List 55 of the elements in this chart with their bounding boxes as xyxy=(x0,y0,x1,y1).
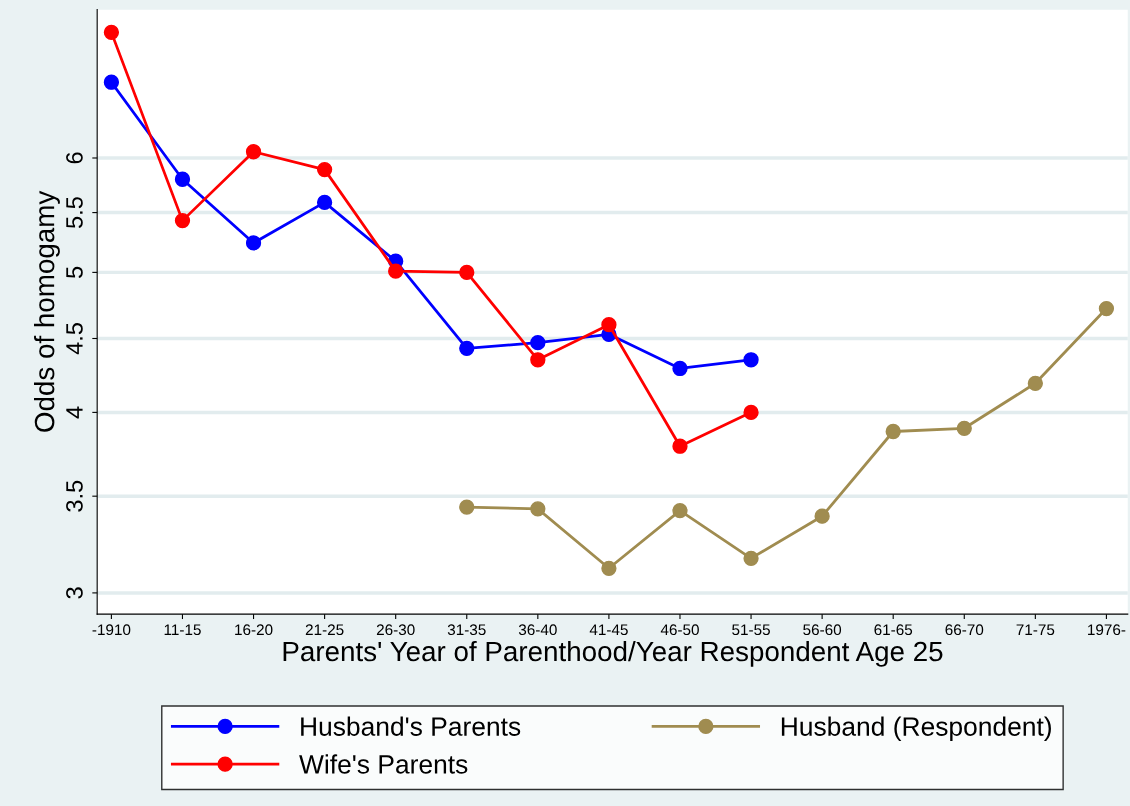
y-tick-label: 3 xyxy=(66,587,83,599)
y-tick-label: 3.5 xyxy=(66,480,83,512)
y-tick-label: 4.5 xyxy=(66,323,83,355)
y-tick-label: 4 xyxy=(66,406,83,419)
x-tick-label: 51-55 xyxy=(732,624,770,636)
x-tick-label: 36-40 xyxy=(518,624,557,636)
x-tick-label: 61-65 xyxy=(874,624,913,636)
point xyxy=(1027,375,1043,391)
point xyxy=(601,317,617,333)
y-tick-label: 5.5 xyxy=(66,197,83,229)
point xyxy=(1098,300,1115,317)
point xyxy=(459,340,475,356)
x-tick-label: 71-75 xyxy=(1016,624,1055,636)
point xyxy=(743,550,759,566)
point xyxy=(814,508,830,524)
x-axis-title: Parents' Year of Parenthood/Year Respondent Age 25 xyxy=(283,640,943,667)
point xyxy=(245,235,262,251)
point xyxy=(530,335,546,351)
point xyxy=(316,161,333,178)
point xyxy=(743,352,759,368)
x-tick-label: 11-15 xyxy=(164,624,201,636)
x-tick-label: -1910 xyxy=(92,624,131,636)
point xyxy=(672,503,688,519)
point xyxy=(743,404,759,421)
point xyxy=(530,501,546,517)
x-tick-label: 66-70 xyxy=(945,624,984,636)
point xyxy=(174,171,191,187)
y-axis-title: Odds of homogamy xyxy=(34,190,60,432)
point xyxy=(672,360,688,377)
point xyxy=(245,144,262,160)
x-tick-label: 16-20 xyxy=(235,624,273,636)
point xyxy=(316,194,333,211)
x-tick-label: 26-30 xyxy=(376,624,415,636)
point xyxy=(459,499,475,515)
x-tick-label: 46-50 xyxy=(660,624,699,636)
point xyxy=(672,438,688,454)
point xyxy=(103,74,120,90)
point xyxy=(103,24,120,41)
point xyxy=(601,560,617,576)
x-tick-label: 21-25 xyxy=(305,624,344,636)
point xyxy=(530,352,546,368)
y-tick-label: 5 xyxy=(66,266,83,279)
point xyxy=(459,264,475,281)
y-tick-label: 6 xyxy=(66,152,83,164)
legend-label: Wife's Parents xyxy=(299,754,468,774)
point xyxy=(885,423,901,440)
x-tick-label: 1976- xyxy=(1088,624,1126,636)
point xyxy=(388,263,404,279)
x-tick-label: 31-35 xyxy=(447,624,486,636)
x-tick-label: 41-45 xyxy=(589,624,628,636)
point xyxy=(174,212,191,229)
x-tick-label: 56-60 xyxy=(803,624,842,636)
legend-label: Husband's Parents xyxy=(301,716,521,736)
legend-label: Husband (Respondent) xyxy=(781,716,1051,742)
point xyxy=(956,420,972,436)
